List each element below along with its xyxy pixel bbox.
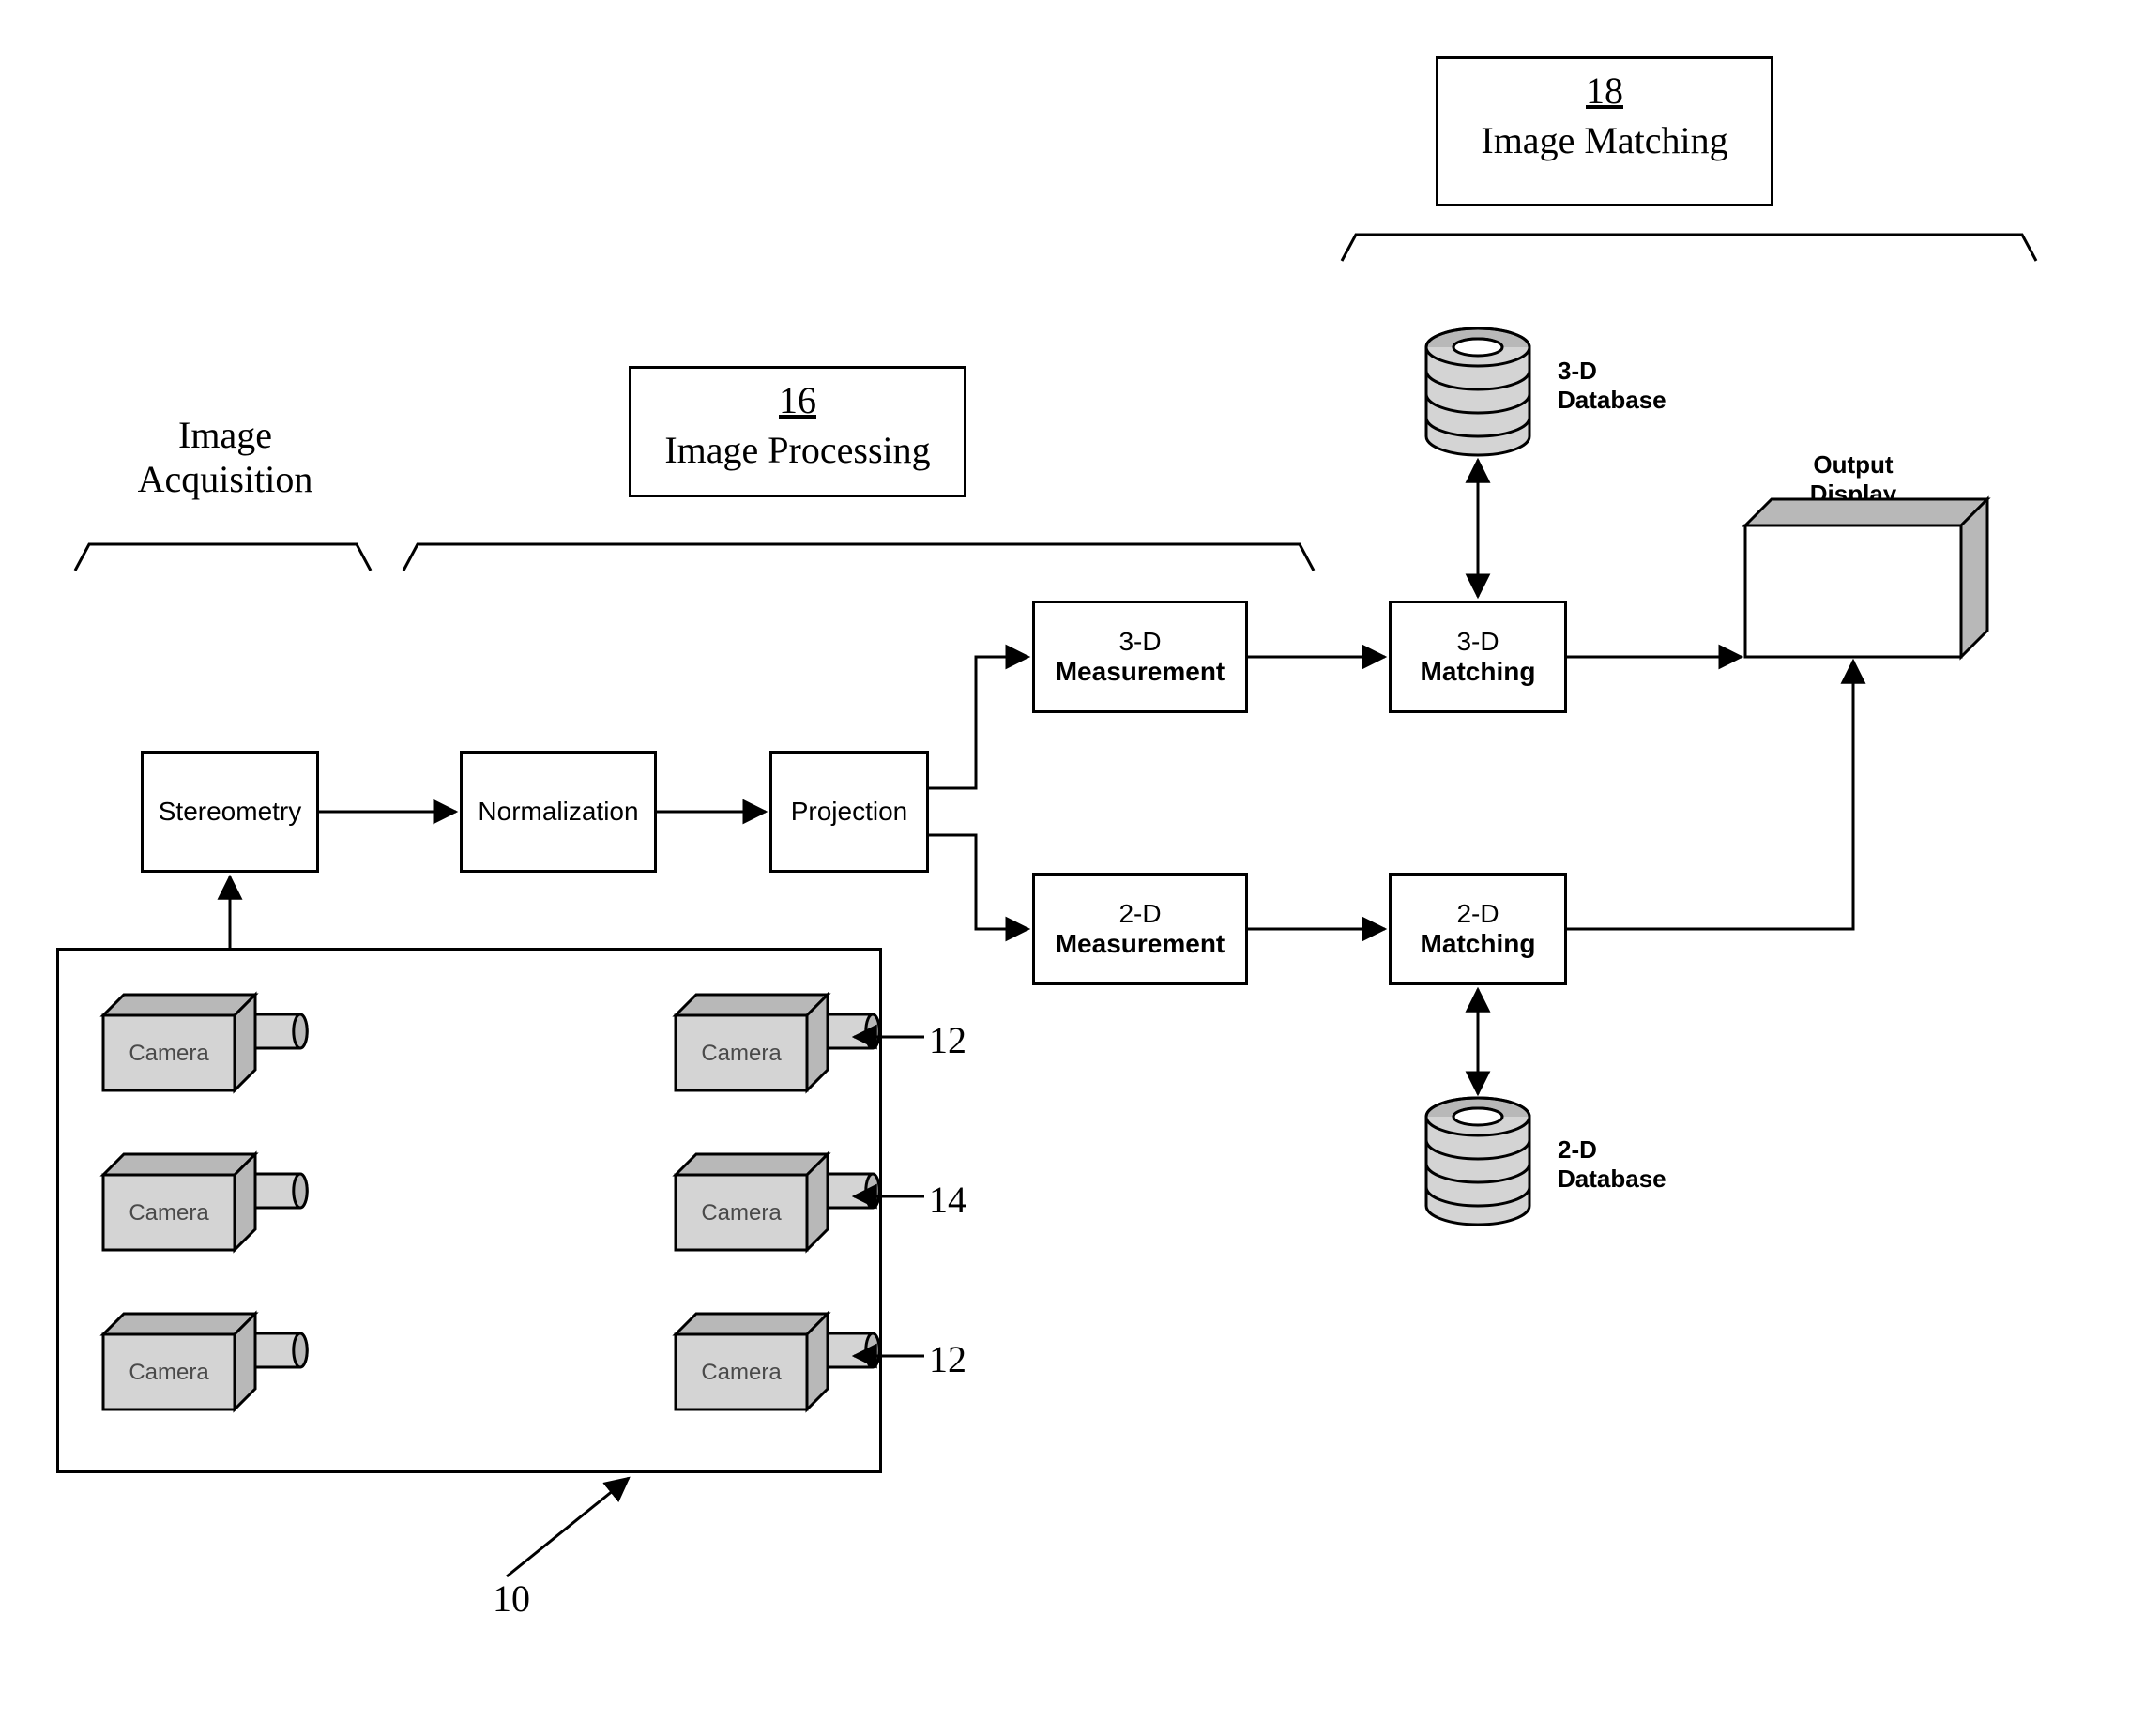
db2d-icon	[1426, 1098, 1529, 1225]
callout-12b-text: 12	[929, 1338, 966, 1380]
edge-match2d-out	[1567, 661, 1853, 929]
section-acquisition-text: ImageAcquisition	[138, 414, 313, 500]
node-meas2d-l2: Measurement	[1056, 929, 1225, 959]
callout-12a-text: 12	[929, 1019, 966, 1061]
callout-14-text: 14	[929, 1179, 966, 1221]
edge-proj-meas3d	[929, 657, 1028, 788]
db2d-label: 2-DDatabase	[1558, 1135, 1689, 1194]
section-matching-text: Image Matching	[1481, 119, 1727, 161]
output-display-cube	[1745, 499, 1987, 657]
callout-14: 14	[929, 1178, 966, 1222]
node-match3d-l2: Matching	[1421, 657, 1536, 687]
section-acquisition-title: ImageAcquisition	[113, 413, 338, 501]
callout-arrow-10	[507, 1478, 629, 1576]
db3d-icon	[1426, 328, 1529, 455]
db2d-label-text: 2-DDatabase	[1558, 1135, 1666, 1193]
bracket-processing	[403, 544, 1314, 571]
callout-12a: 12	[929, 1018, 966, 1062]
node-meas3d-l1: 3-D	[1118, 627, 1161, 657]
node-match3d: 3-D Matching	[1389, 601, 1567, 713]
node-match2d: 2-D Matching	[1389, 873, 1567, 985]
node-match3d-l1: 3-D	[1456, 627, 1499, 657]
node-match2d-l1: 2-D	[1456, 899, 1499, 929]
output-label-1: Output	[1813, 450, 1893, 479]
camera-array-box	[56, 948, 882, 1473]
section-processing-ref: 16	[650, 378, 945, 422]
section-matching-box: 18 Image Matching	[1436, 56, 1773, 206]
callout-10: 10	[493, 1576, 530, 1621]
db3d-label-text: 3-DDatabase	[1558, 357, 1666, 414]
node-projection-label: Projection	[791, 797, 908, 827]
bracket-acquisition	[75, 544, 371, 571]
callout-10-text: 10	[493, 1577, 530, 1620]
node-stereometry: Stereometry	[141, 751, 319, 873]
diagram-svg-overlay: CameraCameraCameraCameraCameraCamera	[0, 0, 2130, 1736]
node-stereometry-label: Stereometry	[159, 797, 302, 827]
node-meas3d: 3-D Measurement	[1032, 601, 1248, 713]
node-normalization: Normalization	[460, 751, 657, 873]
section-processing-box: 16 Image Processing	[629, 366, 966, 497]
output-label: Output Display	[1755, 450, 1952, 509]
node-meas2d-l1: 2-D	[1118, 899, 1161, 929]
callout-12b: 12	[929, 1337, 966, 1381]
node-meas3d-l2: Measurement	[1056, 657, 1225, 687]
db3d-label: 3-DDatabase	[1558, 357, 1689, 415]
section-matching-ref: 18	[1457, 69, 1752, 113]
node-match2d-l2: Matching	[1421, 929, 1536, 959]
edge-proj-meas2d	[929, 835, 1028, 929]
node-normalization-label: Normalization	[478, 797, 638, 827]
bracket-matching	[1342, 235, 2036, 261]
node-projection: Projection	[769, 751, 929, 873]
section-processing-text: Image Processing	[664, 429, 930, 471]
node-meas2d: 2-D Measurement	[1032, 873, 1248, 985]
diagram-canvas: ImageAcquisition 16 Image Processing 18 …	[0, 0, 2130, 1736]
output-label-2: Display	[1810, 480, 1897, 508]
